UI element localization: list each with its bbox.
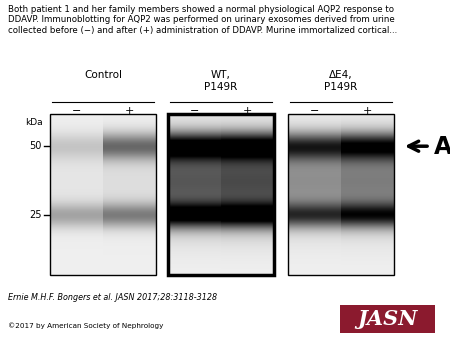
Text: Control: Control [84, 70, 122, 80]
Text: Ernie M.H.F. Bongers et al. JASN 2017;28:3118-3128: Ernie M.H.F. Bongers et al. JASN 2017;28… [8, 293, 217, 302]
Text: +: + [363, 106, 372, 116]
Bar [168, 114, 274, 275]
Text: −: − [72, 106, 81, 116]
Text: −: − [310, 106, 319, 116]
Text: JASN: JASN [357, 309, 418, 329]
Text: ΔE4,
P149R: ΔE4, P149R [324, 70, 358, 92]
Text: 25: 25 [30, 211, 42, 220]
Text: kDa: kDa [25, 118, 43, 127]
Text: Both patient 1 and her family members showed a normal physiological AQP2 respons: Both patient 1 and her family members sh… [8, 5, 397, 35]
Text: AQP2: AQP2 [434, 134, 450, 158]
Text: 50: 50 [30, 141, 42, 151]
Text: −: − [190, 106, 199, 116]
Text: +: + [243, 106, 252, 116]
Bar [288, 114, 394, 275]
Bar [50, 114, 156, 275]
Text: ©2017 by American Society of Nephrology: ©2017 by American Society of Nephrology [8, 322, 163, 329]
Text: WT,
P149R: WT, P149R [204, 70, 238, 92]
Bar [340, 305, 435, 333]
Text: +: + [125, 106, 134, 116]
